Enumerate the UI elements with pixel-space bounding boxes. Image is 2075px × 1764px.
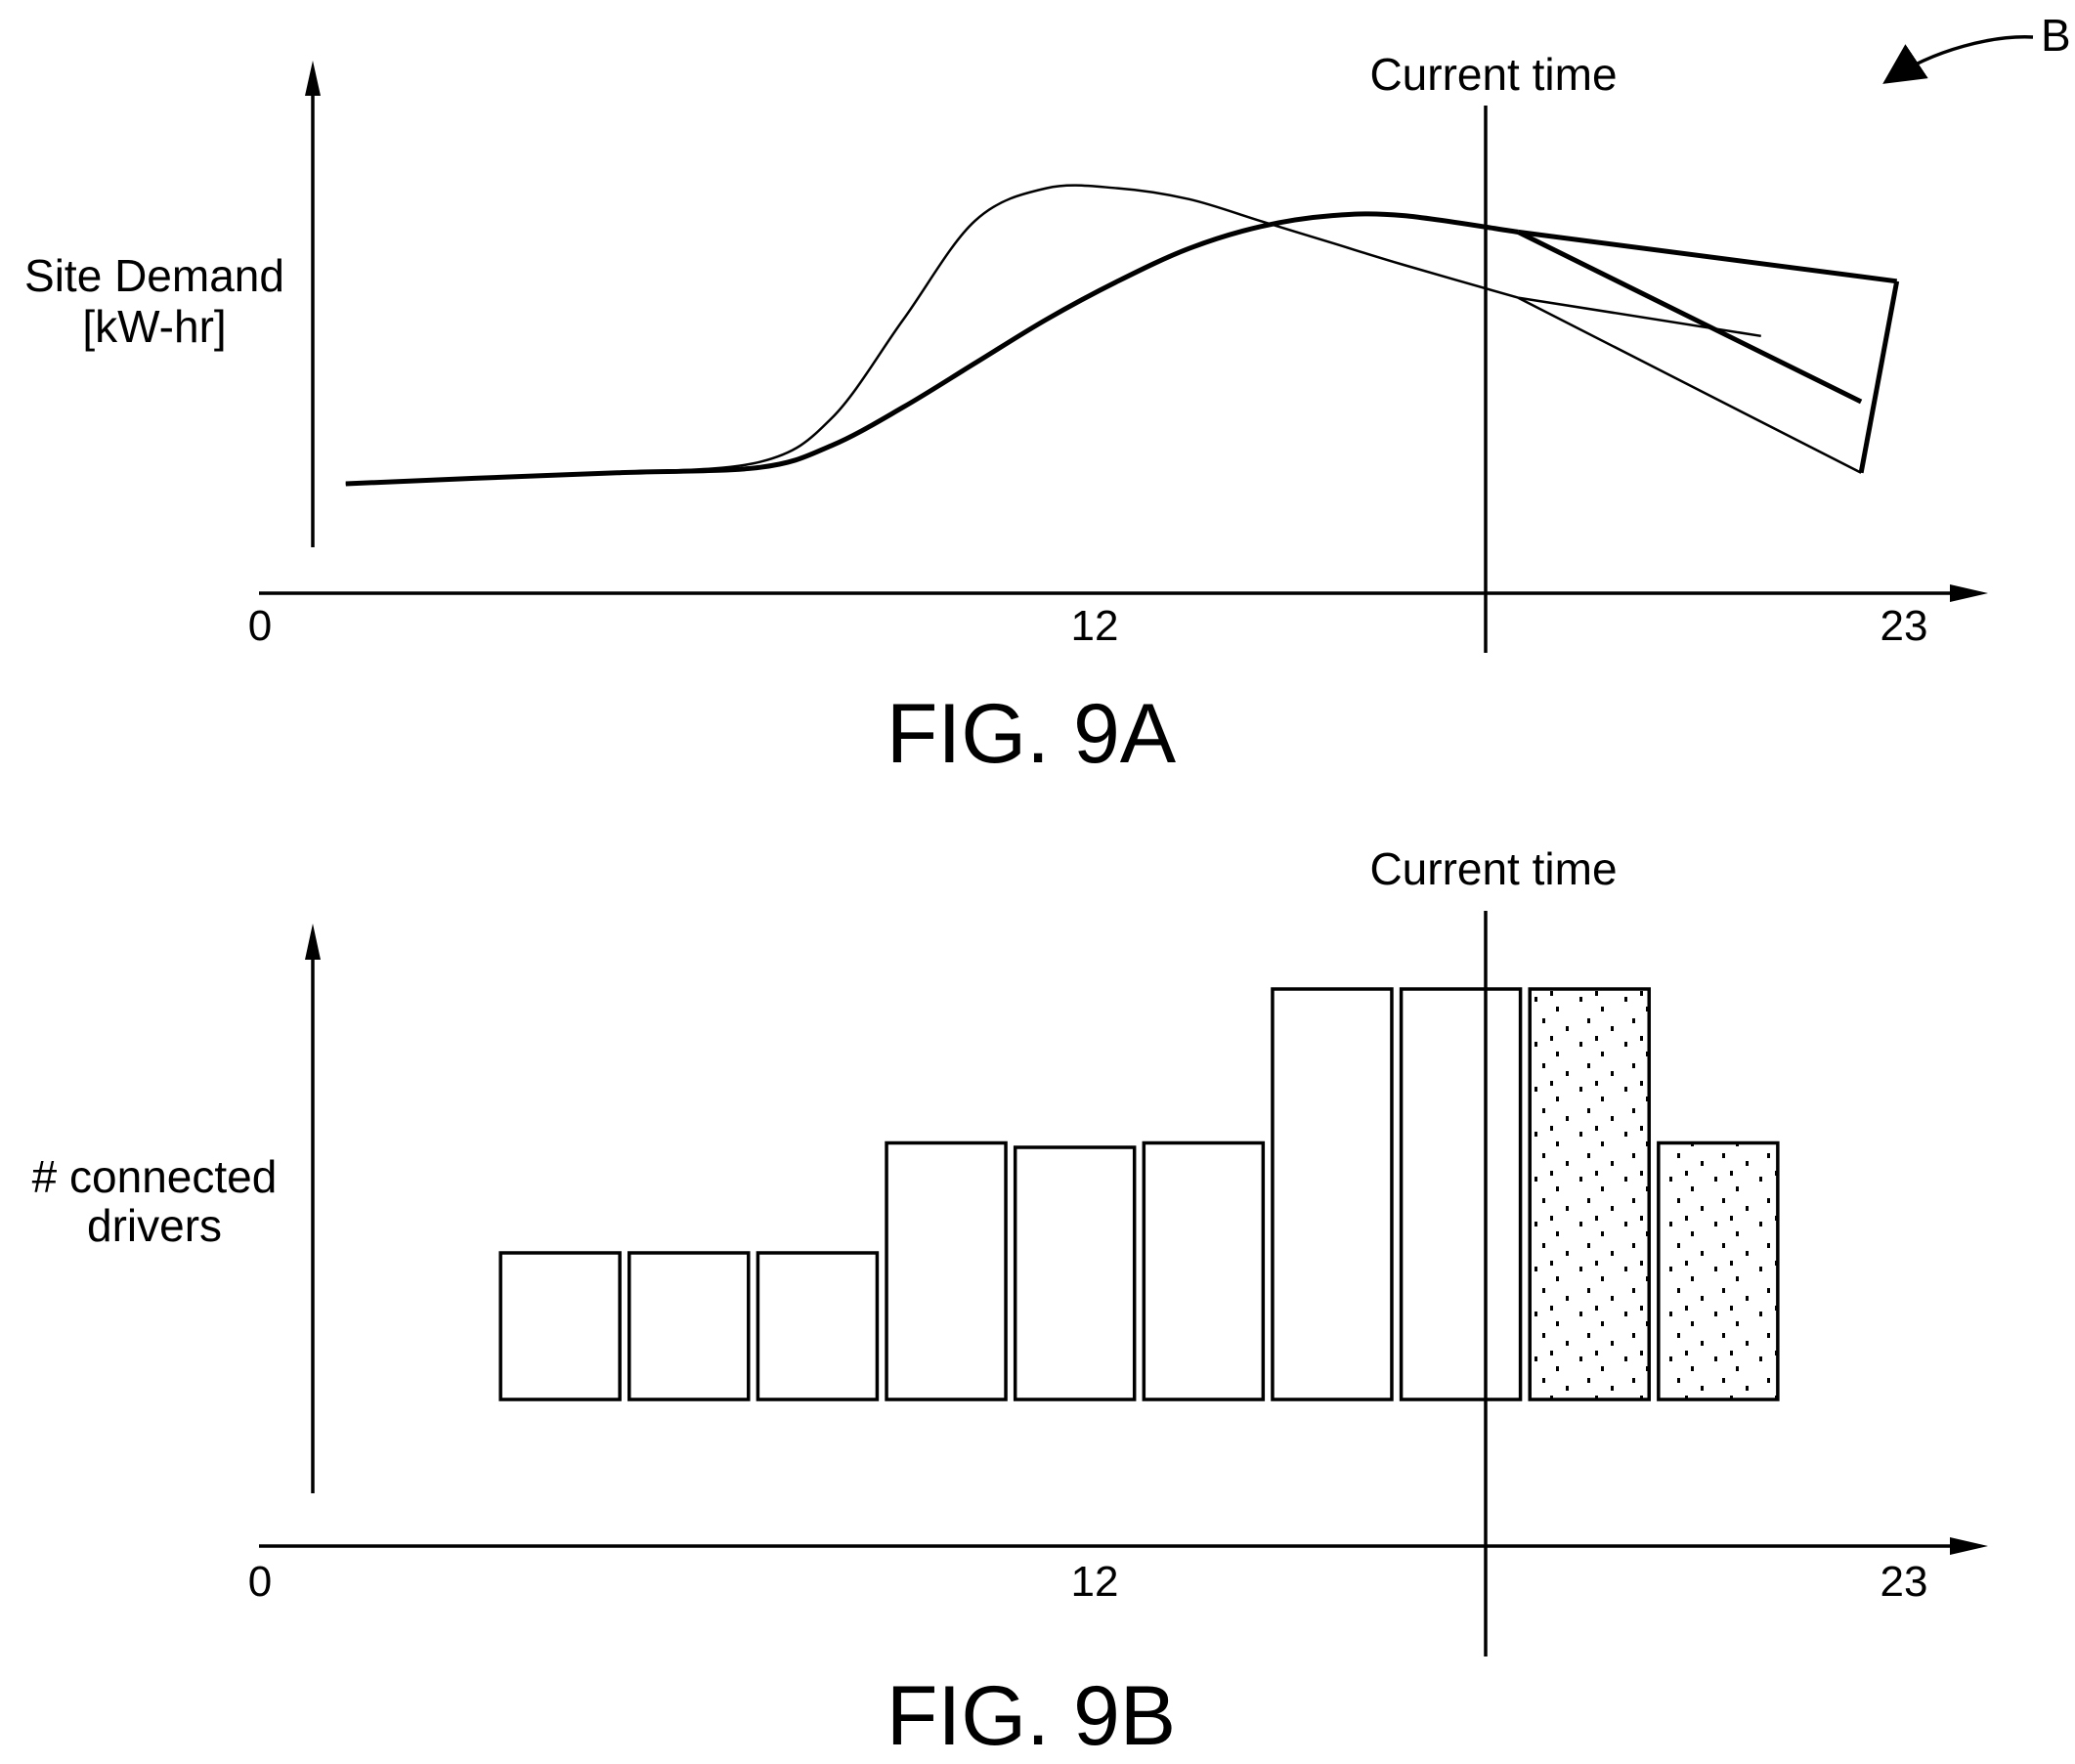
connected-drivers-chart: # connected drivers 0 12 23 Current time… <box>32 843 1988 1763</box>
figure-caption: FIG. 9A <box>886 687 1177 781</box>
forecast-bar-9 <box>1657 1140 1780 1401</box>
bar-3 <box>885 1140 1008 1401</box>
reference-callout: B <box>1882 10 2071 84</box>
x-tick-label: 0 <box>248 1558 272 1606</box>
demand-line-thick-1 <box>345 211 1519 487</box>
bar-0 <box>498 1251 622 1401</box>
driver-bars <box>498 987 1780 1401</box>
y-axis-label-line-1: # connected <box>32 1151 278 1202</box>
bar-6 <box>1271 987 1394 1401</box>
demand-line-thick-forecast-3 <box>1516 230 1863 405</box>
demand-line-thick-forecast-4 <box>1517 229 1898 284</box>
current-time-label: Current time <box>1369 843 1617 894</box>
y-axis-label-line-2: drivers <box>87 1200 222 1251</box>
demand-line-thin-0 <box>345 184 1519 486</box>
x-tick-label: 23 <box>1880 602 1928 650</box>
bar-7 <box>1399 987 1523 1401</box>
x-tick-label: 0 <box>248 602 272 650</box>
bar-1 <box>627 1251 751 1401</box>
y-axis-label-line-2: [kW-hr] <box>82 301 226 352</box>
demand-line-thin-forecast-2 <box>1517 296 1862 474</box>
site-demand-chart: Site Demand [kW-hr] 0 12 23 Current time… <box>24 49 1988 781</box>
x-tick-label: 12 <box>1071 602 1119 650</box>
x-axis-arrow <box>1950 584 1988 602</box>
y-axis-arrow <box>305 924 321 960</box>
bar-5 <box>1142 1140 1266 1401</box>
bar-2 <box>756 1251 880 1401</box>
x-tick-label: 23 <box>1880 1558 1928 1606</box>
forecast-bar-8 <box>1528 987 1651 1401</box>
reference-arrow <box>1882 35 2034 84</box>
demand-line-thin-forecast-5 <box>1517 296 1761 338</box>
bar-4 <box>1013 1145 1137 1401</box>
y-axis-label-line-1: Site Demand <box>24 250 284 301</box>
figure-caption: FIG. 9B <box>886 1669 1176 1763</box>
demand-series <box>345 184 1900 487</box>
x-tick-label: 12 <box>1071 1558 1119 1606</box>
reference-label: B <box>2041 10 2071 61</box>
x-axis-arrow <box>1950 1537 1988 1555</box>
demand-line-thick-forecast-6 <box>1858 280 1900 474</box>
current-time-label: Current time <box>1369 49 1617 100</box>
y-axis-arrow <box>305 61 321 96</box>
